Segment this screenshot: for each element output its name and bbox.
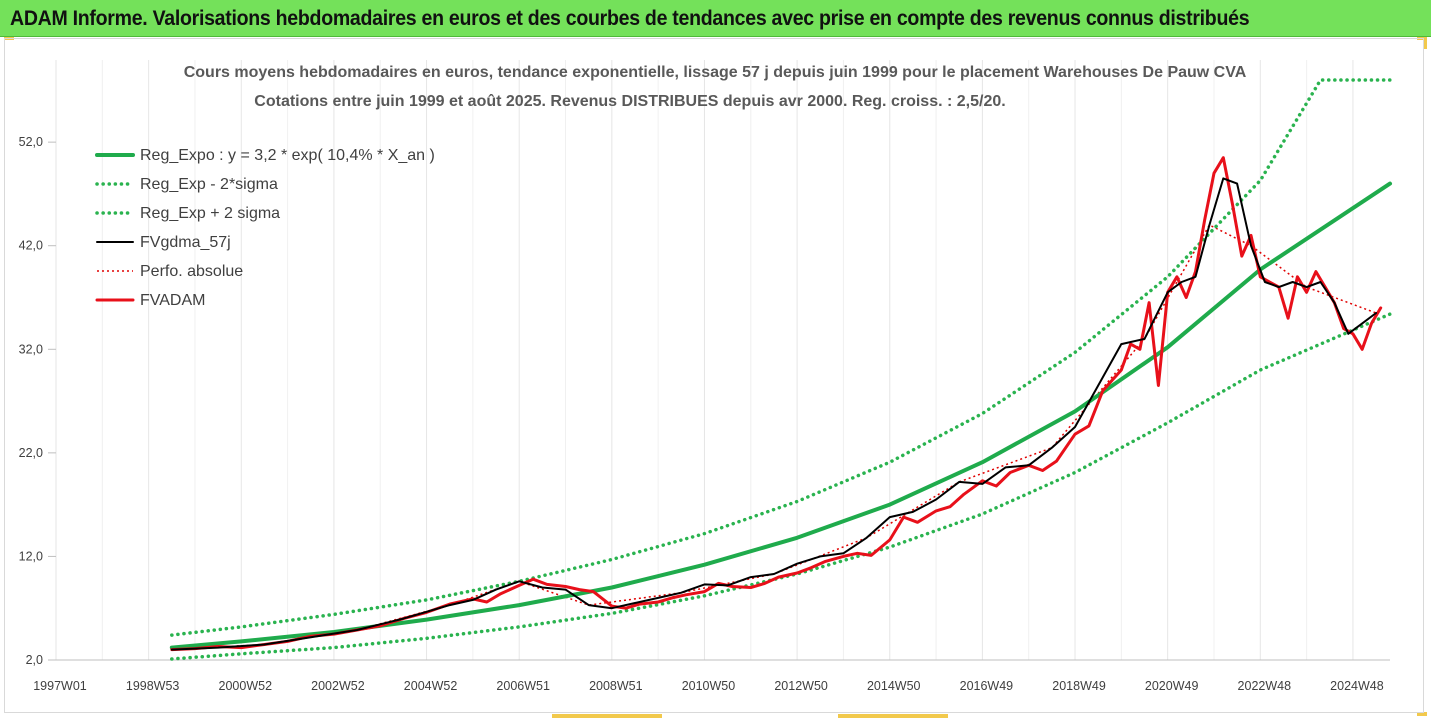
x-tick-label: 2002W52 [311, 679, 365, 693]
x-tick-label: 2010W50 [682, 679, 736, 693]
chart-title: Cours moyens hebdomadaires en euros, ten… [184, 64, 1247, 81]
x-tick-label: 2012W50 [774, 679, 828, 693]
x-tick-label: 1998W53 [126, 679, 180, 693]
banner: ADAM Informe. Valorisations hebdomadaire… [0, 0, 1431, 37]
series-fvadam [170, 156, 1383, 652]
legend-label: FVgdma_57j [140, 234, 231, 251]
x-tick-label: 2008W51 [589, 679, 643, 693]
y-tick-label: 52,0 [19, 135, 43, 149]
corner-marker-bottom-right [1417, 712, 1427, 716]
x-tick-label: 2006W51 [496, 679, 550, 693]
series-reg-exp-plus-2sigma [170, 78, 1392, 637]
corner-marker-right [1424, 37, 1427, 49]
gridlines [55, 60, 1354, 660]
legend-label: Reg_Exp + 2 sigma [140, 205, 280, 222]
y-tick-label: 22,0 [19, 446, 43, 460]
legend: Reg_Expo : y = 3,2 * exp( 10,4% * X_an )… [95, 147, 435, 309]
x-tick-label: 2018W49 [1052, 679, 1106, 693]
x-tick-label: 2016W49 [960, 679, 1014, 693]
x-tick-label: 2014W50 [867, 679, 921, 693]
y-tick-label: 42,0 [19, 239, 43, 253]
legend-label: Reg_Exp - 2*sigma [140, 176, 278, 193]
y-tick-label: 32,0 [19, 342, 43, 356]
series-fvgdma-57j [170, 177, 1378, 651]
y-axis-ticks: 2,0 12,0 22,0 32,0 42,0 52,0 [19, 135, 56, 667]
banner-title: ADAM Informe. Valorisations hebdomadaire… [10, 7, 1250, 30]
x-tick-label: 2004W52 [404, 679, 458, 693]
legend-label: Reg_Expo : y = 3,2 * exp( 10,4% * X_an ) [140, 147, 435, 164]
y-tick-label: 12,0 [19, 549, 43, 563]
chart-subtitle: Cotations entre juin 1999 et août 2025. … [254, 93, 1005, 110]
x-tick-label: 2000W52 [219, 679, 273, 693]
series-group [169, 78, 1392, 661]
legend-label: Perfo. absolue [140, 263, 243, 280]
corner-marker-bottom-left [552, 714, 662, 718]
x-tick-label: 2024W48 [1330, 679, 1384, 693]
series-perfo-absolue [171, 224, 1377, 651]
corner-marker-bottom-mid [838, 714, 948, 718]
series-reg-exp-minus-2sigma [170, 312, 1392, 661]
chart-frame [4, 38, 1424, 713]
x-tick-label: 2022W48 [1238, 679, 1292, 693]
y-tick-label: 2,0 [26, 653, 43, 667]
x-tick-label: 2020W49 [1145, 679, 1199, 693]
x-axis-ticks: 1997W01 1998W53 2000W52 2002W52 2004W52 2006W… [33, 679, 1384, 693]
legend-label: FVADAM [140, 292, 205, 309]
x-tick-label: 1997W01 [33, 679, 87, 693]
